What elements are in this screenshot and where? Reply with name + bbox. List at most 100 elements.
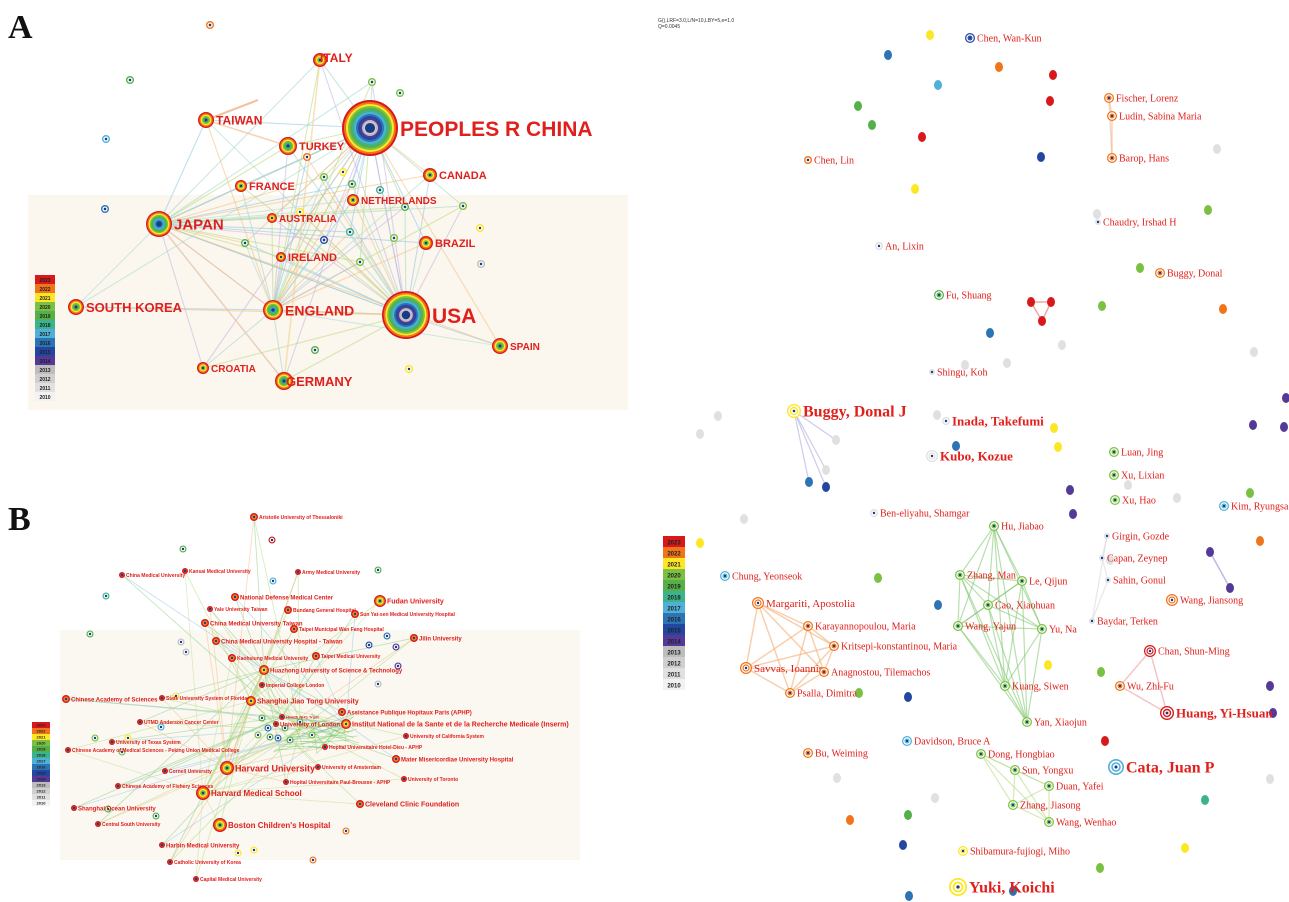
author-node-duan-yafei: [1044, 781, 1054, 791]
coauthor-edge: [959, 525, 995, 576]
legend-year-label: 2012: [37, 789, 47, 794]
country-node-australia: [267, 213, 277, 223]
country-node-france: [235, 180, 247, 192]
institution-node-minor: [269, 577, 277, 585]
institution-label-chinese-academy-of-medical-sciences-peking-union-medical-college: Chinese Academy of Medical Sciences - Pe…: [72, 748, 240, 754]
author-label-wang-yajun: Wang, Yajun: [965, 622, 1016, 633]
legend-year-label: 2015: [37, 771, 47, 776]
author-node-minor: [1266, 681, 1274, 691]
author-label-yan-xiaojun: Yan, Xiaojun: [1034, 718, 1087, 729]
author-label-wu-zhi-fu: Wu, Zhi-Fu: [1127, 682, 1174, 693]
collaboration-edge: [205, 119, 289, 147]
legend-swatch-2016: [35, 338, 55, 347]
author-node-inada-takefumi: [942, 417, 950, 425]
author-label-chan-shun-ming: Chan, Shun-Ming: [1158, 647, 1230, 658]
author-node-hu-jiabao: [989, 521, 999, 531]
institution-node-minor: [286, 736, 294, 744]
collaboration-edge: [299, 711, 343, 731]
author-node-yan-xiaojun: [1022, 717, 1032, 727]
institution-node-army-medical-university: [295, 569, 301, 575]
author-node-minor: [874, 573, 882, 583]
institution-node-chinese-academy-of-medical-sciences-peking-union-medical-college: [65, 747, 71, 753]
legend-year-label: 2014: [667, 640, 681, 646]
legend-swatch-2019: [35, 311, 55, 320]
institution-nodes: Aristotle University of Thessaloniki Kans…: [62, 513, 569, 883]
collaboration-edge: [272, 174, 431, 311]
collaboration-edge: [158, 223, 501, 347]
author-label-shibamura-fujiogi-miho: Shibamura-fujiogi, Miho: [970, 847, 1070, 858]
author-node-minor: [1124, 480, 1132, 490]
legend-swatch-2014: [32, 776, 50, 782]
author-node-minor: [822, 465, 830, 475]
legend-swatch-2015: [663, 624, 685, 635]
legend-swatch-2015: [32, 770, 50, 776]
country-label-germany: GERMANY: [286, 374, 353, 389]
institution-node-shanghai-ocean-university: [71, 805, 77, 811]
collaboration-edge: [161, 669, 265, 699]
legend-year-label: 2017: [39, 332, 50, 338]
legend-swatch-2011: [32, 794, 50, 800]
institution-node-cornell-university: [162, 768, 168, 774]
author-node-minor: [1054, 442, 1062, 452]
author-node-minor: [868, 120, 876, 130]
legend-year-label: 2019: [37, 747, 47, 752]
author-label-yuki-koichi: Yuki, Koichi: [969, 880, 1055, 897]
author-node-minor: [899, 840, 907, 850]
collaboration-edge: [226, 669, 265, 769]
legend-year-label: 2016: [37, 765, 47, 770]
legend-year-label: 2011: [37, 795, 46, 800]
collaboration-edge: [299, 637, 415, 731]
author-node-cao-xiaohuan: [983, 600, 993, 610]
collaboration-edge: [73, 716, 283, 809]
country-node-minor: [348, 180, 356, 188]
author-node-savvas-ioannis: [740, 662, 752, 674]
coauthor-edge: [793, 410, 827, 471]
collaboration-edge: [75, 127, 371, 308]
legend-swatch-2017: [35, 329, 55, 338]
country-label-england: ENGLAND: [285, 302, 354, 318]
country-nodes: PEOPLES R CHINA USA JAPAN ENGLAND GERMANY SOU…: [68, 21, 593, 390]
author-node-minor: [833, 773, 841, 783]
coauthor-edge: [807, 625, 835, 647]
institution-label-harvard-medical-school: Harvard Medical School: [211, 789, 302, 798]
legend-swatch-2014: [663, 635, 685, 646]
author-node-minor: [805, 477, 813, 487]
coauthor-edge: [789, 625, 809, 694]
legend-year-label: 2022: [39, 287, 50, 293]
legend-year-label: 2018: [37, 753, 47, 758]
institution-node-minor: [308, 731, 316, 739]
legend-swatch-2018: [663, 591, 685, 602]
author-node-shingu-koh: [929, 369, 935, 375]
author-label-dong-hongbiao: Dong, Hongbiao: [988, 750, 1055, 761]
author-label-kim-ryungsa: Kim, Ryungsa: [1231, 502, 1289, 513]
institution-node-university-of-amsterdam: [315, 764, 321, 770]
institution-node-chinese-academy-of-fishery-sciences: [115, 783, 121, 789]
country-node-minor: [346, 228, 354, 236]
author-node-minor: [884, 50, 892, 60]
legend-swatch-2016: [663, 613, 685, 624]
author-label-chung-yeonseok: Chung, Yeonseok: [732, 572, 802, 583]
coauthor-edge: [959, 574, 1028, 723]
legend-swatch-2021: [35, 293, 55, 302]
author-node-minor: [986, 328, 994, 338]
institution-node-minor: [258, 714, 266, 722]
author-node-minor: [1003, 358, 1011, 368]
coauthor-edge: [987, 604, 1006, 687]
institution-node-china-medical-university: [119, 572, 125, 578]
institution-node-minor: [374, 566, 382, 574]
author-node-minor: [1246, 488, 1254, 498]
institution-node-harvard-university: [220, 761, 234, 775]
institution-label-state-university-system-of-florida: State University System of Florida: [166, 696, 247, 702]
year-legend-a: 2023 2022 2021 2020 2019 2018 2017 2016 2015 2014…: [35, 275, 55, 401]
author-label-capan-zeynep: Capan, Zeynep: [1107, 554, 1168, 565]
institution-node-minor: [250, 846, 258, 854]
collaboration-edge: [299, 211, 407, 316]
collaboration-edge: [263, 669, 301, 731]
author-label-shingu-koh: Shingu, Koh: [937, 368, 988, 379]
coauthor-edge: [745, 625, 809, 669]
collaboration-edge: [281, 613, 356, 718]
legend-swatch-2012: [35, 374, 55, 383]
collaboration-edge: [209, 608, 301, 731]
author-node-minor: [1206, 547, 1214, 557]
institution-node-fudan-university: [374, 595, 386, 607]
